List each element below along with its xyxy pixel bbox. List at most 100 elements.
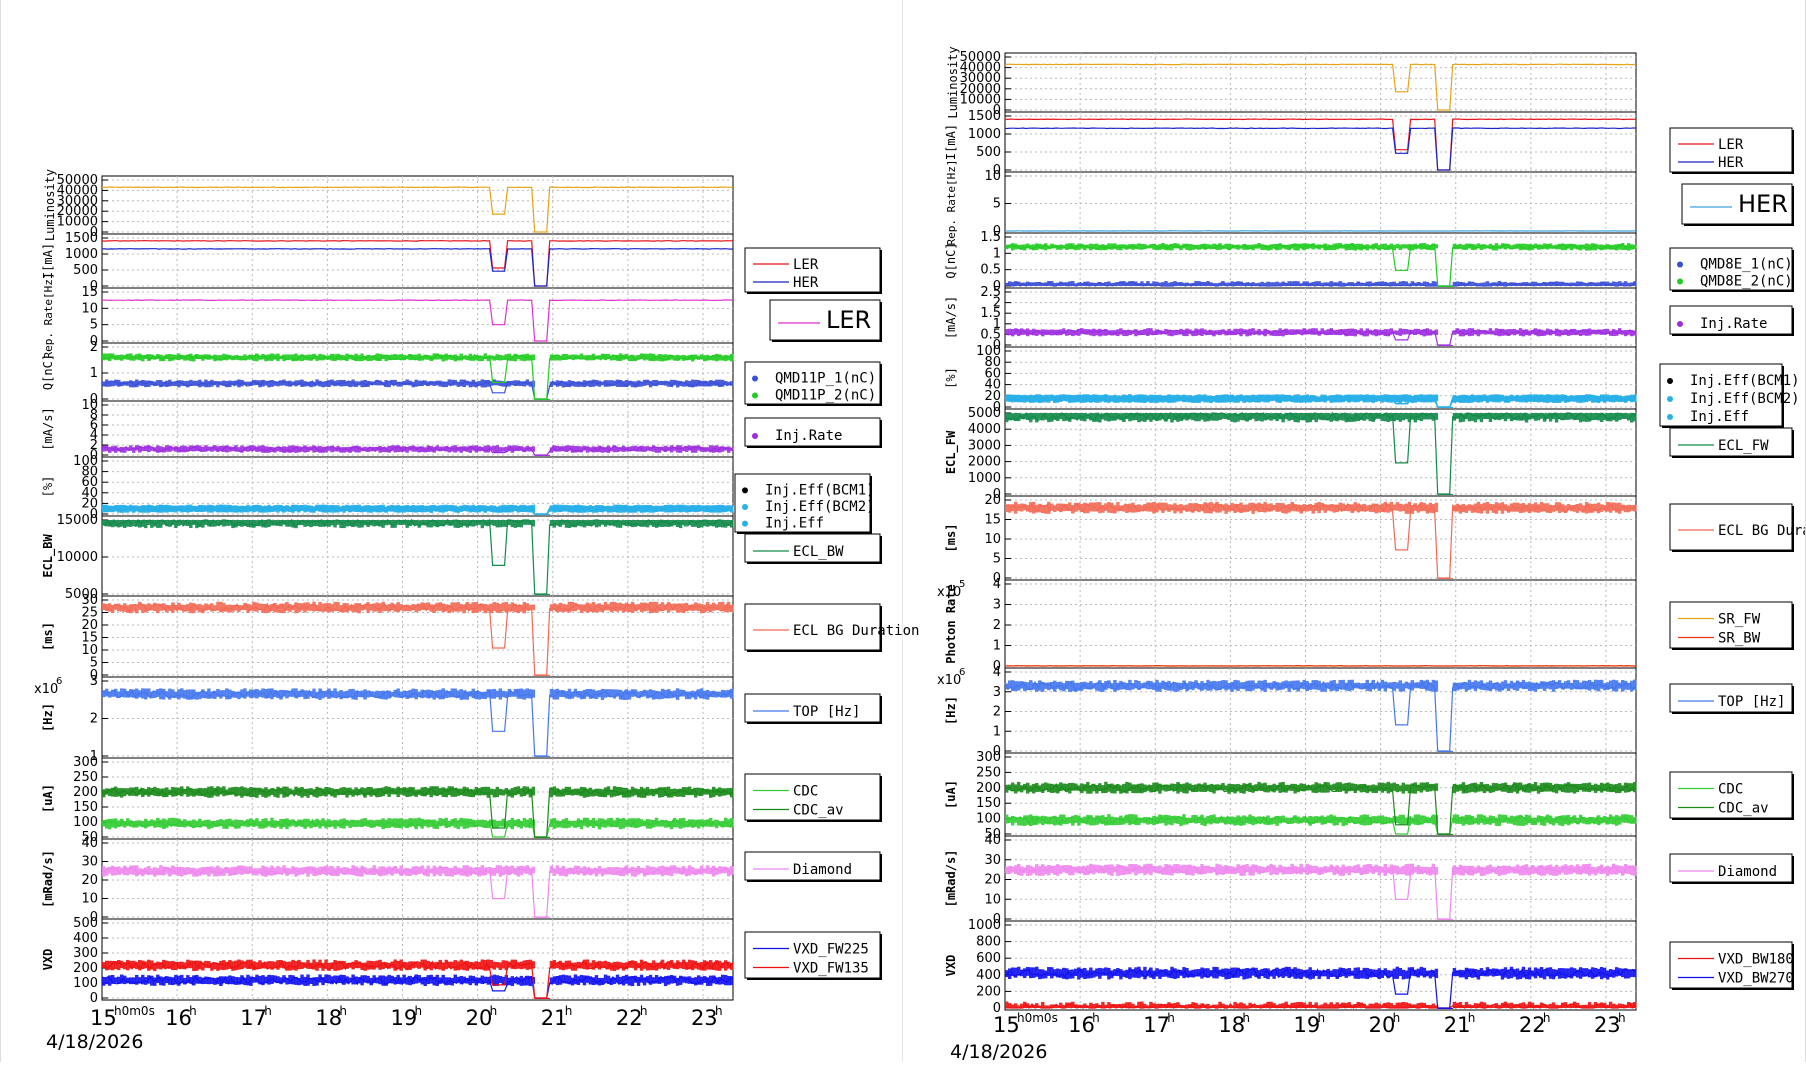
data-mark [1402, 394, 1405, 400]
legend-label: CDC_av [793, 803, 844, 819]
data-mark [138, 602, 141, 610]
data-mark [240, 960, 243, 969]
data-mark [568, 602, 571, 613]
data-mark [673, 690, 676, 697]
data-mark [562, 819, 565, 828]
data-mark [1414, 395, 1417, 401]
legend-label: VXD_FW135 [793, 961, 869, 977]
data-mark [1405, 395, 1408, 403]
data-mark [682, 787, 685, 797]
data-mark [1471, 283, 1474, 286]
data-mark [111, 819, 114, 828]
data-mark [556, 380, 559, 386]
x-tick-suffix: h [264, 1004, 272, 1018]
data-mark [288, 506, 291, 512]
data-mark [445, 354, 448, 361]
data-mark [496, 865, 499, 873]
data-mark [502, 447, 505, 451]
data-mark [493, 446, 496, 453]
y-tick-label: 100 [73, 815, 98, 830]
data-mark [114, 977, 117, 982]
data-mark [553, 690, 556, 700]
data-mark [715, 821, 718, 828]
data-mark [1546, 394, 1549, 403]
y-tick-label: 15000 [57, 513, 98, 528]
data-mark [499, 976, 502, 983]
y-tick-label: 200 [73, 961, 98, 976]
data-mark [637, 818, 640, 827]
legend-shadow [747, 722, 882, 724]
data-mark [454, 520, 457, 528]
series-band-ECL_FW [1005, 413, 1636, 495]
panel-frame [102, 288, 733, 343]
data-mark [493, 506, 496, 511]
data-mark [724, 867, 727, 874]
data-mark [396, 819, 399, 828]
data-mark [496, 821, 499, 828]
x-tick-label: 21 [541, 1006, 568, 1030]
series-line-lum [102, 187, 733, 232]
data-mark [1432, 281, 1435, 286]
data-mark [1585, 395, 1588, 402]
data-mark [147, 821, 150, 827]
legend-shadow [747, 562, 882, 564]
data-mark [460, 354, 463, 361]
data-mark [183, 505, 186, 510]
y-axis-label: [mRad/s] [41, 850, 55, 908]
data-mark [348, 382, 351, 387]
y-tick-label: 1.5 [980, 230, 1001, 245]
legend-label: ECL BG Duration [793, 623, 919, 639]
data-mark [502, 520, 505, 527]
legend-shadow [880, 854, 882, 882]
data-mark [339, 819, 342, 828]
y-axis-label: [ms] [41, 622, 55, 651]
legend-label: Inj.Eff(BCM2) [765, 499, 875, 515]
data-mark [1143, 329, 1146, 334]
data-mark [697, 819, 700, 828]
data-mark [1278, 243, 1281, 250]
data-mark [222, 520, 225, 527]
data-mark [553, 818, 556, 829]
data-mark [363, 507, 366, 512]
data-mark [165, 961, 168, 968]
data-mark [300, 505, 303, 511]
data-mark [147, 505, 150, 511]
data-mark [586, 602, 589, 612]
data-mark [625, 354, 628, 359]
data-mark [499, 520, 502, 527]
data-mark [1212, 413, 1215, 420]
data-mark [243, 787, 246, 795]
data-mark [1035, 283, 1038, 286]
data-mark [315, 868, 318, 876]
data-mark [493, 975, 496, 986]
data-mark [180, 688, 183, 698]
y-axis-label: I[mA] [944, 124, 958, 160]
y-tick-label: 1000 [65, 247, 98, 262]
data-mark [1293, 243, 1296, 250]
data-mark [261, 604, 264, 613]
data-mark [646, 380, 649, 385]
x-tick-suffix: h [189, 1004, 197, 1018]
data-mark [676, 445, 679, 452]
data-mark [363, 963, 366, 971]
series-band-Inj.Rate [102, 445, 733, 456]
x-tick-suffix: h [414, 1004, 422, 1018]
data-mark [408, 818, 411, 827]
x-tick-label: 15 [90, 1006, 117, 1030]
data-mark [466, 787, 469, 796]
data-mark [502, 505, 505, 512]
panel-q-1: 1.510.50Q[nC] [944, 230, 1636, 294]
data-mark [1152, 395, 1155, 403]
data-mark [520, 866, 523, 875]
legend-label: Inj.Eff(BCM1) [765, 482, 875, 498]
data-mark [153, 867, 156, 877]
data-mark [499, 381, 502, 386]
legend-shadow [880, 364, 882, 406]
y-tick-label: 300 [73, 946, 98, 961]
data-mark [1330, 245, 1333, 250]
